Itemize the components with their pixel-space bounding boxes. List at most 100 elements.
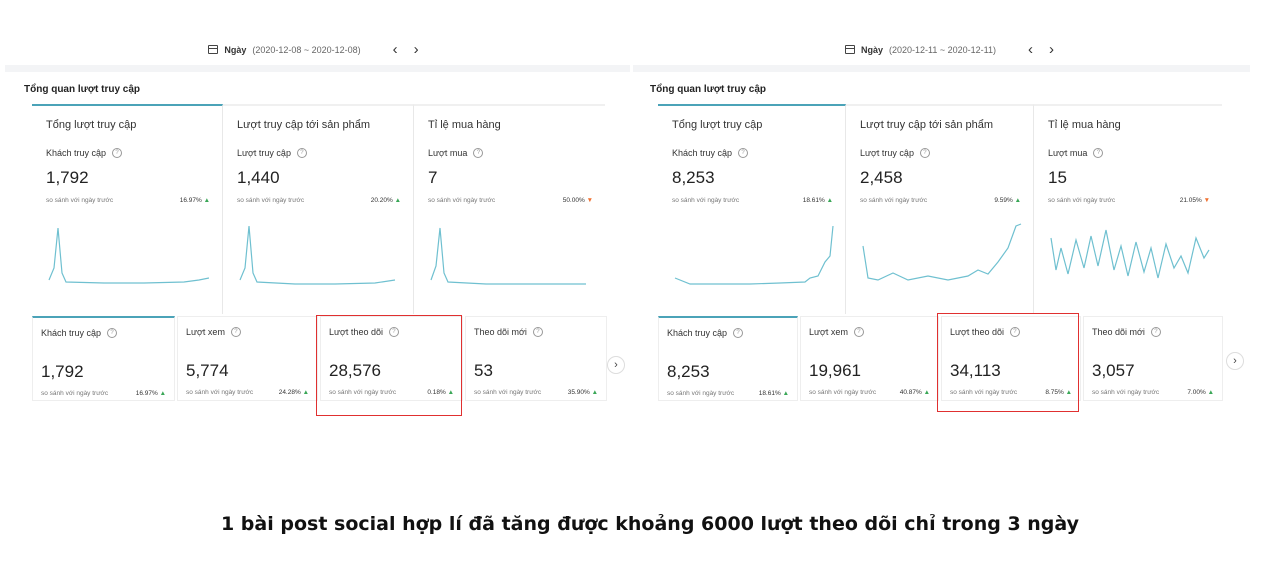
kpi-visitors[interactable]: Khách truy cập? 1,792 so sánh với ngày t… xyxy=(32,316,175,401)
kpi-value: 53 xyxy=(474,361,493,380)
kpi-title: Theo dõi mới? xyxy=(1092,327,1161,337)
compare-label: so sánh với ngày trước xyxy=(950,389,1018,396)
kpi-followers[interactable]: Lượt theo dõi? 34,113 so sánh với ngày t… xyxy=(941,316,1081,401)
kpi-value: 28,576 xyxy=(329,361,381,380)
prev-date-button[interactable]: ‹ xyxy=(1028,41,1034,58)
kpi-title-label: Theo dõi mới xyxy=(474,327,527,337)
metric-title: Tổng lượt truy cập xyxy=(46,119,137,131)
compare-label: so sánh với ngày trước xyxy=(428,197,496,204)
date-bar: Ngày (2020-12-08 ~ 2020-12-08) ‹ › xyxy=(5,34,630,65)
kpi-title-label: Lượt theo dõi xyxy=(329,327,383,337)
trend-down-icon: ▼ xyxy=(586,197,593,204)
compare-label: so sánh với ngày trước xyxy=(667,390,735,397)
kpi-scroll-next-button[interactable]: › xyxy=(1226,352,1244,370)
next-date-button[interactable]: › xyxy=(1049,41,1055,58)
metric-sub-label: Khách truy cập xyxy=(46,148,107,158)
help-icon[interactable]: ? xyxy=(532,327,543,337)
traffic-overview-card: Tổng quan lượt truy cập Tổng lượt truy c… xyxy=(633,72,1250,414)
kpi-row: Khách truy cập? 1,792 so sánh với ngày t… xyxy=(32,316,609,401)
kpi-title: Khách truy cập? xyxy=(41,328,118,338)
kpi-compare: so sánh với ngày trước 0.18% ▲ xyxy=(329,389,454,396)
metric-compare: so sánh với ngày trước 50.00% ▼ xyxy=(428,197,593,204)
trend-down-icon: ▼ xyxy=(1203,197,1210,204)
kpi-followers[interactable]: Lượt theo dõi? 28,576 so sánh với ngày t… xyxy=(320,316,463,401)
metric-subtitle: Lượt mua? xyxy=(1048,148,1104,158)
trend-up-icon: ▲ xyxy=(782,390,789,397)
kpi-title: Lượt theo dõi? xyxy=(329,327,399,337)
trend-up-icon: ▲ xyxy=(1065,389,1072,396)
metric-product-visits[interactable]: Lượt truy cập tới sản phẩm Lượt truy cập… xyxy=(223,104,414,314)
compare-pct: 18.61% ▲ xyxy=(803,197,833,204)
kpi-new-followers[interactable]: Theo dõi mới? 53 so sánh với ngày trước 3… xyxy=(465,316,607,401)
metric-sub-label: Lượt mua xyxy=(428,148,468,158)
metric-product-visits[interactable]: Lượt truy cập tới sản phẩm Lượt truy cập… xyxy=(846,104,1034,314)
kpi-compare: so sánh với ngày trước 7.00% ▲ xyxy=(1092,389,1214,396)
help-icon[interactable]: ? xyxy=(1009,327,1020,337)
compare-label: so sánh với ngày trước xyxy=(860,197,928,204)
metric-subtitle: Lượt mua? xyxy=(428,148,484,158)
kpi-views[interactable]: Lượt xem? 19,961 so sánh với ngày trước 4… xyxy=(800,316,939,401)
compare-pct: 7.00% ▲ xyxy=(1187,389,1214,396)
help-icon[interactable]: ? xyxy=(733,328,744,338)
pct-value: 24.28% xyxy=(278,389,301,396)
compare-label: so sánh với ngày trước xyxy=(329,389,397,396)
date-mode[interactable]: Ngày xyxy=(224,44,247,55)
date-range[interactable]: (2020-12-11 ~ 2020-12-11) xyxy=(889,44,997,55)
trend-up-icon: ▲ xyxy=(591,389,598,396)
metric-subtitle: Lượt truy cập? xyxy=(237,148,307,158)
metric-purchase-rate[interactable]: Tỉ lệ mua hàng Lượt mua? 7 so sánh với n… xyxy=(414,104,605,314)
kpi-visitors[interactable]: Khách truy cập? 8,253 so sánh với ngày t… xyxy=(658,316,798,401)
trend-up-icon: ▲ xyxy=(302,389,309,396)
kpi-value: 34,113 xyxy=(950,361,1001,380)
kpi-compare: so sánh với ngày trước 35.90% ▲ xyxy=(474,389,598,396)
date-range[interactable]: (2020-12-08 ~ 2020-12-08) xyxy=(252,44,361,55)
metric-value: 1,440 xyxy=(237,168,280,187)
pct-value: 20.20% xyxy=(370,197,393,204)
kpi-title-label: Khách truy cập xyxy=(667,328,728,338)
kpi-views[interactable]: Lượt xem? 5,774 so sánh với ngày trước 24… xyxy=(177,316,318,401)
help-icon[interactable]: ? xyxy=(853,327,864,337)
compare-pct: 18.61% ▲ xyxy=(759,390,789,397)
kpi-value: 8,253 xyxy=(667,362,710,381)
help-icon[interactable]: ? xyxy=(473,148,484,158)
help-icon[interactable]: ? xyxy=(738,148,749,158)
compare-pct: 24.28% ▲ xyxy=(279,389,309,396)
metric-total-visits[interactable]: Tổng lượt truy cập Khách truy cập? 8,253… xyxy=(658,104,846,314)
next-date-button[interactable]: › xyxy=(413,41,419,58)
metric-row: Tổng lượt truy cập Khách truy cập? 1,792… xyxy=(32,104,605,314)
pct-value: 18.61% xyxy=(758,390,781,397)
metric-total-visits[interactable]: Tổng lượt truy cập Khách truy cập? 1,792… xyxy=(32,104,223,314)
kpi-value: 19,961 xyxy=(809,361,861,380)
dashboard-panel-left: Ngày (2020-12-08 ~ 2020-12-08) ‹ › Tổng … xyxy=(5,34,630,414)
compare-pct: 16.97% ▲ xyxy=(180,197,210,204)
metric-value: 7 xyxy=(428,168,438,187)
help-icon[interactable]: ? xyxy=(112,148,123,158)
pct-value: 0.18% xyxy=(427,389,446,396)
help-icon[interactable]: ? xyxy=(1093,148,1104,158)
compare-label: so sánh với ngày trước xyxy=(809,389,877,396)
date-mode[interactable]: Ngày xyxy=(861,44,884,55)
help-icon[interactable]: ? xyxy=(919,148,930,158)
compare-pct: 20.20% ▲ xyxy=(371,197,401,204)
caption-text: 1 bài post social hợp lí đã tăng được kh… xyxy=(220,513,1080,535)
metric-compare: so sánh với ngày trước 9.59% ▲ xyxy=(860,197,1021,204)
help-icon[interactable]: ? xyxy=(230,327,241,337)
help-icon[interactable]: ? xyxy=(388,327,399,337)
help-icon[interactable]: ? xyxy=(296,148,307,158)
prev-date-button[interactable]: ‹ xyxy=(392,41,398,58)
dashboard-panel-right: Ngày (2020-12-11 ~ 2020-12-11) ‹ › Tổng … xyxy=(633,34,1250,414)
kpi-scroll-next-button[interactable]: › xyxy=(607,356,625,374)
trend-up-icon: ▲ xyxy=(923,389,930,396)
section-title: Tổng quan lượt truy cập xyxy=(24,84,141,95)
kpi-new-followers[interactable]: Theo dõi mới? 3,057 so sánh với ngày trư… xyxy=(1083,316,1223,401)
pct-value: 16.97% xyxy=(179,197,202,204)
metric-sub-label: Lượt mua xyxy=(1048,148,1088,158)
metric-sub-label: Lượt truy cập xyxy=(237,148,291,158)
metric-purchase-rate[interactable]: Tỉ lệ mua hàng Lượt mua? 15 so sánh với … xyxy=(1034,104,1222,314)
metric-subtitle: Khách truy cập? xyxy=(672,148,749,158)
help-icon[interactable]: ? xyxy=(107,328,118,338)
kpi-title-label: Theo dõi mới xyxy=(1092,327,1145,337)
help-icon[interactable]: ? xyxy=(1150,327,1161,337)
pct-value: 35.90% xyxy=(567,389,590,396)
metric-sub-label: Khách truy cập xyxy=(672,148,733,158)
